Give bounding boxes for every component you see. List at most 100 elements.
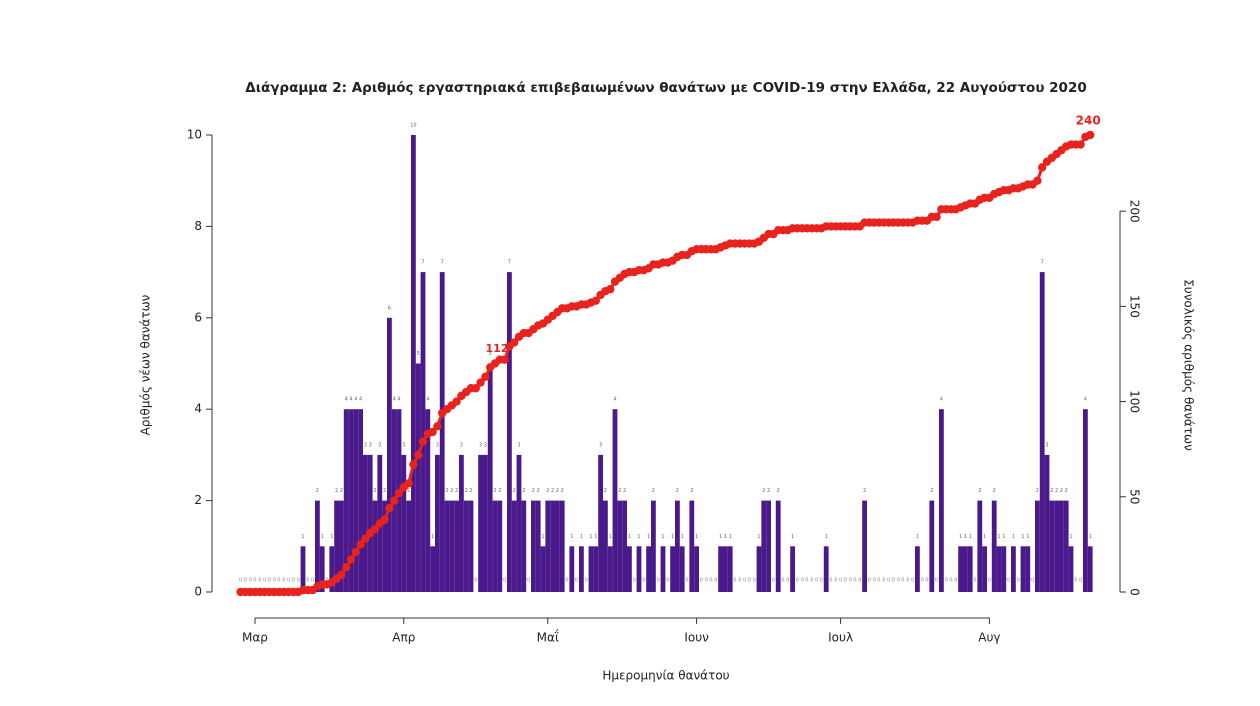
bar [1001, 546, 1007, 592]
zero-value-label: 0 [887, 578, 890, 584]
bar-value-label: 1 [637, 534, 640, 540]
zero-value-label: 0 [873, 578, 876, 584]
bar-value-label: 1 [570, 534, 573, 540]
bar-value-label: 1 [594, 534, 597, 540]
bar [598, 454, 603, 592]
y-tick-label: 6 [194, 310, 202, 324]
bar-value-label: 1 [431, 534, 434, 540]
bar-value-label: 3 [436, 442, 439, 448]
bar-value-label: 1 [1012, 534, 1015, 540]
x-tick-label: Μαΐ [537, 630, 559, 645]
zero-value-label: 0 [287, 578, 290, 584]
bar-value-label: 3 [378, 442, 381, 448]
bar [468, 500, 474, 592]
cumulative-point [500, 355, 509, 364]
cumulative-point [342, 563, 351, 572]
bar [727, 546, 733, 592]
bar [535, 500, 541, 592]
bar-value-label: 1 [969, 534, 972, 540]
zero-value-label: 0 [306, 578, 309, 584]
zero-value-label: 0 [815, 578, 818, 584]
bar-value-label: 1 [609, 534, 612, 540]
cumulative-point [414, 450, 423, 460]
zero-value-label: 0 [882, 578, 885, 584]
cumulative-point [433, 422, 442, 431]
bar-value-label: 2 [383, 488, 386, 494]
bar [723, 546, 728, 592]
x-tick-label: Μαρ [242, 631, 268, 645]
bar [406, 500, 411, 592]
bar [675, 500, 680, 592]
bar [1011, 546, 1016, 592]
bar [439, 272, 445, 592]
zero-value-label: 0 [921, 578, 924, 584]
bar [343, 409, 349, 592]
zero-value-label: 0 [753, 578, 756, 584]
bar [315, 500, 320, 592]
bar [420, 272, 426, 592]
bar [463, 500, 469, 592]
bar-value-label: 2 [450, 488, 453, 494]
bar [1054, 500, 1059, 592]
bar-value-label: 1 [321, 534, 324, 540]
zero-value-label: 0 [258, 578, 261, 584]
bar [511, 500, 517, 592]
bar [588, 546, 594, 592]
bar-value-label: 2 [407, 488, 410, 494]
zero-value-label: 0 [249, 578, 252, 584]
bar [569, 546, 575, 592]
bar [396, 409, 402, 592]
bar [492, 500, 498, 592]
bar-value-label: 4 [426, 397, 429, 403]
zero-value-label: 0 [709, 578, 712, 584]
zero-value-label: 0 [474, 578, 477, 584]
bar-value-label: 5 [417, 351, 420, 357]
bar-value-label: 1 [959, 534, 962, 540]
zero-value-label: 0 [657, 578, 660, 584]
zero-value-label: 0 [839, 578, 842, 584]
zero-value-label: 0 [642, 578, 645, 584]
x-tick-label: Αυγ [978, 631, 1000, 645]
bar [367, 454, 373, 592]
bar-value-label: 1 [1026, 534, 1029, 540]
zero-value-label: 0 [877, 578, 880, 584]
bar-value-label: 10 [410, 123, 416, 129]
bar-value-label: 4 [1084, 397, 1087, 403]
zero-value-label: 0 [935, 578, 938, 584]
bar-value-label: 2 [537, 488, 540, 494]
bar [319, 546, 325, 592]
bar [579, 546, 584, 592]
zero-value-label: 0 [1017, 578, 1020, 584]
bar-value-label: 3 [364, 442, 367, 448]
zero-value-label: 0 [853, 578, 856, 584]
bar-value-label: 2 [546, 488, 549, 494]
cumulative-point [510, 338, 519, 347]
zero-value-label: 0 [805, 578, 808, 584]
bar-value-label: 1 [916, 534, 919, 540]
cumulative-point [394, 488, 404, 498]
zero-value-label: 0 [988, 578, 991, 584]
bar [387, 317, 392, 592]
y2-tick-label: 50 [1128, 489, 1142, 504]
bar [516, 454, 522, 592]
chart-title: Διάγραμμα 2: Αριθμός εργαστηριακά επιβεβ… [245, 80, 1086, 96]
cumulative-point [1076, 140, 1085, 149]
zero-value-label: 0 [781, 578, 784, 584]
cumulative-point [380, 515, 389, 524]
bar [497, 500, 503, 592]
bar [761, 500, 767, 592]
bar-value-label: 1 [671, 534, 674, 540]
y-tick-label: 8 [194, 219, 202, 233]
bar [977, 500, 983, 592]
cumulative-point [346, 555, 356, 564]
bar [358, 409, 363, 592]
bar [622, 500, 627, 592]
zero-value-label: 0 [503, 578, 506, 584]
bar [1083, 409, 1088, 592]
zero-value-label: 0 [954, 578, 957, 584]
bar [689, 500, 695, 592]
bar-value-label: 1 [661, 534, 664, 540]
cumulative-point [932, 212, 941, 222]
bar-value-label: 6 [388, 305, 391, 311]
